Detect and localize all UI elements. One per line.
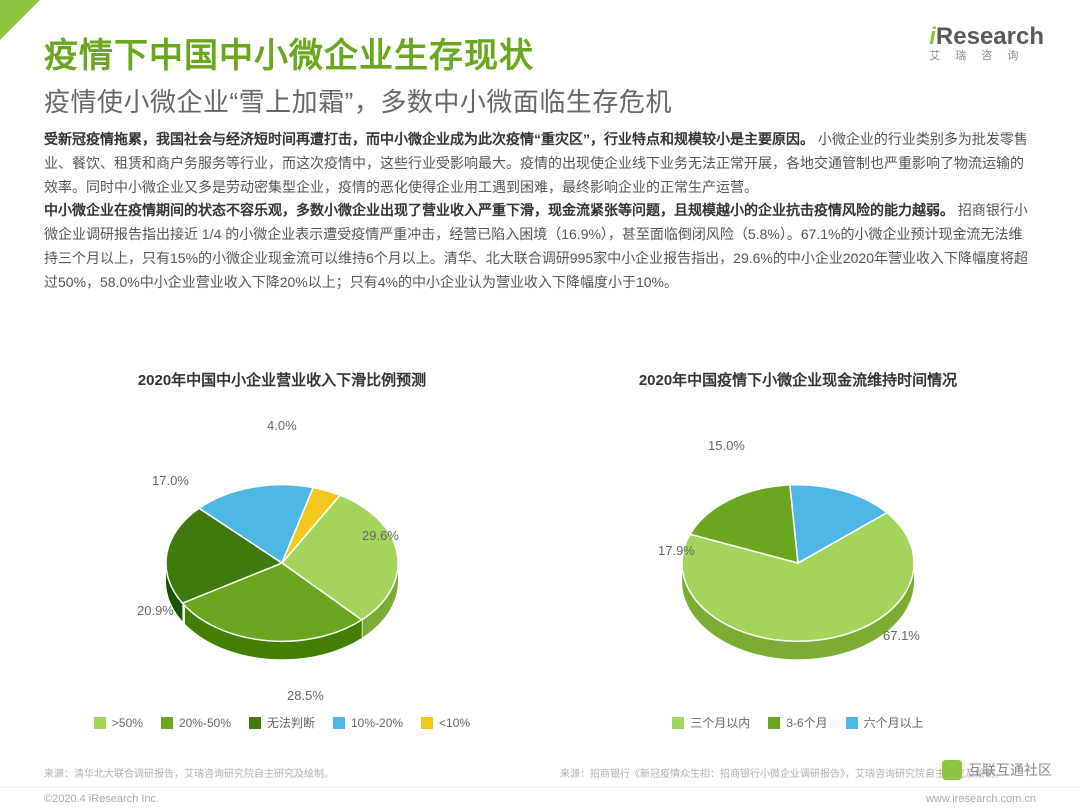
legend-text: 六个月以上 bbox=[864, 714, 924, 731]
chart2-title: 2020年中国疫情下小微企业现金流维持时间情况 bbox=[639, 370, 957, 412]
legend-text: 三个月以内 bbox=[690, 714, 750, 731]
legend-text: 无法判断 bbox=[267, 714, 315, 731]
pie-label: 17.9% bbox=[658, 543, 695, 558]
chart-right: 2020年中国疫情下小微企业现金流维持时间情况 67.1%17.9%15.0% … bbox=[560, 370, 1036, 750]
legend-item: 六个月以上 bbox=[846, 714, 924, 731]
chart1-title: 2020年中国中小企业营业收入下滑比例预测 bbox=[138, 370, 426, 412]
watermark: 互联互通社区 bbox=[942, 760, 1052, 780]
legend-item: 无法判断 bbox=[249, 714, 315, 731]
chart1-pie: 29.6% 28.5% 20.9% 17.0% 4.0% bbox=[137, 418, 427, 708]
corner-accent bbox=[0, 0, 40, 40]
legend-text: >50% bbox=[112, 716, 143, 730]
legend-item: 10%-20% bbox=[333, 714, 403, 731]
footer-right: www.iresearch.com.cn bbox=[926, 793, 1036, 805]
pie-label: 17.0% bbox=[152, 473, 189, 488]
chart1-legend: >50% 20%-50% 无法判断 10%-20% <10% bbox=[94, 714, 470, 731]
legend-swatch bbox=[421, 717, 433, 729]
body-p2-bold: 中小微企业在疫情期间的状态不容乐观，多数小微企业出现了营业收入严重下滑，现金流紧… bbox=[44, 202, 954, 218]
chart2-source: 来源：招商银行《新冠疫情众生相：招商银行小微企业调研报告》，艾瑞咨询研究院自主研… bbox=[560, 765, 1005, 780]
chart-left: 2020年中国中小企业营业收入下滑比例预测 29.6% 28.5% 20.9% 17.… bbox=[44, 370, 520, 750]
logo-rest: Research bbox=[936, 23, 1044, 50]
footer: ©2020.4 iResearch Inc. www.iresearch.com… bbox=[0, 787, 1080, 810]
page-title: 疫情下中国中小微企业生存现状 bbox=[44, 28, 534, 77]
pie-label: 20.9% bbox=[137, 603, 174, 618]
pie-label: 67.1% bbox=[883, 628, 920, 643]
slide: iResearch 艾 瑞 咨 询 疫情下中国中小微企业生存现状 疫情使小微企业… bbox=[0, 0, 1080, 810]
legend-text: 10%-20% bbox=[351, 716, 403, 730]
logo-i: i bbox=[929, 23, 936, 50]
pie-label: 4.0% bbox=[267, 418, 297, 433]
body-text: 受新冠疫情拖累，我国社会与经济短时间再遭打击，而中小微企业成为此次疫情“重灾区”… bbox=[44, 128, 1036, 295]
pie-label: 28.5% bbox=[287, 688, 324, 703]
legend-swatch bbox=[846, 717, 858, 729]
legend-swatch bbox=[672, 717, 684, 729]
chart1-source: 来源：清华北大联合调研报告，艾瑞咨询研究院自主研究及绘制。 bbox=[44, 765, 334, 780]
logo-brand: iResearch bbox=[929, 24, 1044, 49]
chart2-legend: 三个月以内 3-6个月 六个月以上 bbox=[672, 714, 923, 731]
legend-swatch bbox=[94, 717, 106, 729]
body-p1-bold: 受新冠疫情拖累，我国社会与经济短时间再遭打击，而中小微企业成为此次疫情“重灾区”… bbox=[44, 131, 814, 147]
legend-item: 3-6个月 bbox=[768, 714, 827, 731]
legend-item: 20%-50% bbox=[161, 714, 231, 731]
chart2-pie: 67.1% 17.9% 15.0% bbox=[653, 418, 943, 708]
page-subtitle: 疫情使小微企业“雪上加霜”，多数中小微面临生存危机 bbox=[44, 82, 672, 119]
charts-row: 2020年中国中小企业营业收入下滑比例预测 29.6% 28.5% 20.9% 17.… bbox=[44, 370, 1036, 750]
watermark-icon bbox=[942, 760, 962, 780]
legend-item: 三个月以内 bbox=[672, 714, 750, 731]
pie-label: 29.6% bbox=[362, 528, 399, 543]
logo: iResearch 艾 瑞 咨 询 bbox=[929, 24, 1044, 63]
legend-text: 20%-50% bbox=[179, 716, 231, 730]
legend-item: <10% bbox=[421, 714, 470, 731]
legend-text: <10% bbox=[439, 716, 470, 730]
legend-swatch bbox=[768, 717, 780, 729]
logo-sub: 艾 瑞 咨 询 bbox=[929, 51, 1044, 63]
legend-swatch bbox=[161, 717, 173, 729]
watermark-text: 互联互通社区 bbox=[968, 760, 1052, 780]
legend-swatch bbox=[249, 717, 261, 729]
legend-text: 3-6个月 bbox=[786, 714, 827, 731]
legend-item: >50% bbox=[94, 714, 143, 731]
pie-label: 15.0% bbox=[708, 438, 745, 453]
legend-swatch bbox=[333, 717, 345, 729]
footer-left: ©2020.4 iResearch Inc. bbox=[44, 793, 159, 805]
